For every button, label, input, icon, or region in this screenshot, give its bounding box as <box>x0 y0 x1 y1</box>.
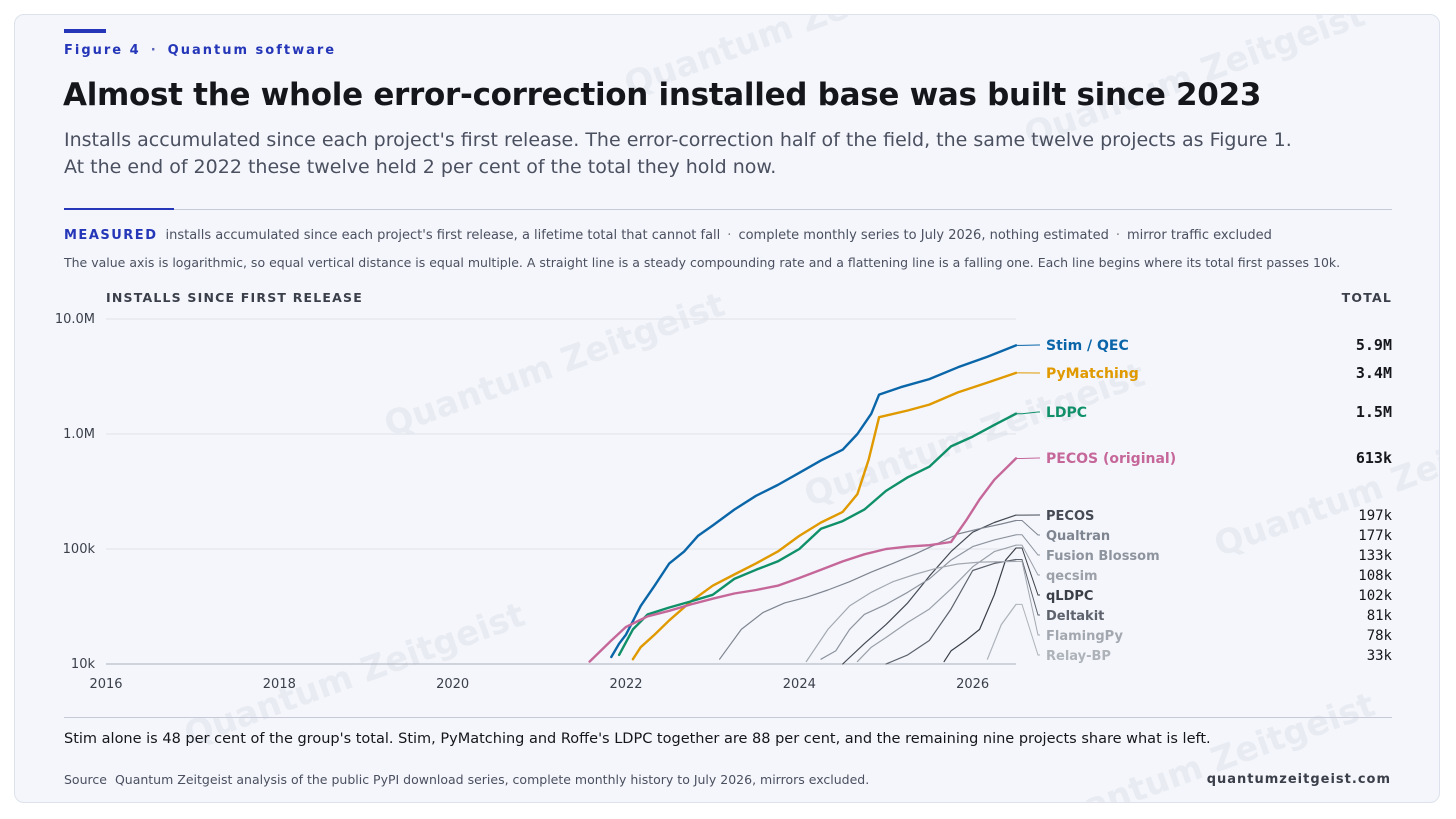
series-label: Stim / QEC <box>1046 338 1129 354</box>
figure-section: Quantum software <box>167 43 337 58</box>
label-connector <box>1016 411 1040 415</box>
series-total: 177k <box>1358 528 1392 544</box>
eyebrow-separator: · <box>150 43 158 58</box>
separator-dot: · <box>727 228 732 243</box>
series-line <box>842 514 1017 665</box>
series-label: FlamingPy <box>1046 629 1123 644</box>
source-text: Quantum Zeitgeist analysis of the public… <box>114 772 870 787</box>
divider <box>64 717 1392 718</box>
label-connector <box>1016 519 1040 536</box>
measured-text: installs accumulated since each project'… <box>165 228 721 243</box>
series-line <box>588 457 1018 663</box>
series-line <box>631 371 1018 661</box>
subtitle-line: At the end of 2022 these twelve held 2 p… <box>64 156 777 178</box>
series-total: 3.4M <box>1356 364 1392 382</box>
scale-note: The value axis is logarithmic, so equal … <box>64 255 1341 270</box>
series-total: 33k <box>1367 648 1393 664</box>
label-connector <box>1016 544 1040 576</box>
site-link[interactable]: quantumzeitgeist.com <box>1206 772 1391 787</box>
series-label: LDPC <box>1046 405 1087 421</box>
accent-rule <box>64 29 106 33</box>
series-label: PyMatching <box>1046 366 1139 382</box>
series-label: Qualtran <box>1046 529 1110 544</box>
measured-line: MEASURED installs accumulated since each … <box>64 228 1272 243</box>
measured-text: complete monthly series to July 2026, no… <box>738 228 1109 243</box>
series-total: 108k <box>1358 568 1392 584</box>
subtitle-line: Installs accumulated since each project'… <box>64 129 1292 151</box>
series-line <box>856 544 1017 663</box>
eyebrow: Figure 4 · Quantum software <box>64 43 336 58</box>
divider <box>64 209 1392 210</box>
y-tick-label: 1.0M <box>63 427 95 442</box>
y-axis-title: INSTALLS SINCE FIRST RELEASE <box>106 290 363 305</box>
series-line <box>719 519 1017 660</box>
total-column-header: TOTAL <box>1342 290 1392 305</box>
label-connector <box>1016 559 1040 616</box>
series-total: 78k <box>1367 628 1393 644</box>
series-label: Deltakit <box>1046 609 1104 624</box>
y-tick-label: 100k <box>63 542 96 557</box>
label-connector <box>1016 534 1040 556</box>
series-total: 613k <box>1356 449 1392 467</box>
source-label: Source <box>64 772 107 787</box>
label-connector <box>1016 560 1040 636</box>
x-tick-label: 2016 <box>89 677 122 692</box>
series-line <box>986 603 1017 660</box>
series-label: Relay-BP <box>1046 649 1111 664</box>
x-tick-label: 2018 <box>263 677 296 692</box>
figure-card: Quantum Zeitgeist Quantum Zeitgeist Quan… <box>14 14 1440 803</box>
series-label: PECOS (original) <box>1046 451 1176 467</box>
page-title: Almost the whole error-correction instal… <box>63 77 1262 113</box>
figure-number: Figure 4 <box>64 43 141 58</box>
series-label: qecsim <box>1046 569 1098 584</box>
label-connector <box>1016 603 1040 656</box>
series-total: 133k <box>1358 548 1392 564</box>
series-line <box>610 344 1018 659</box>
series-total: 102k <box>1358 588 1392 604</box>
source-line: Source Quantum Zeitgeist analysis of the … <box>64 772 869 787</box>
series-line <box>885 558 1017 665</box>
series-total: 197k <box>1358 508 1392 524</box>
series-label: PECOS <box>1046 509 1094 524</box>
x-tick-label: 2022 <box>609 677 642 692</box>
y-tick-label: 10.0M <box>55 312 95 327</box>
label-connector <box>1016 547 1040 596</box>
x-tick-label: 2020 <box>436 677 469 692</box>
measured-tag: MEASURED <box>64 228 158 243</box>
line-chart: INSTALLS SINCE FIRST RELEASE TOTAL 10k 100k… <box>55 290 1393 692</box>
measured-text: mirror traffic excluded <box>1126 228 1272 243</box>
series-label: Fusion Blossom <box>1046 549 1160 564</box>
series-total: 81k <box>1367 608 1393 624</box>
y-tick-label: 10k <box>71 657 96 672</box>
divider-accent <box>64 208 174 210</box>
separator-dot: · <box>1115 228 1120 243</box>
series-total: 1.5M <box>1356 403 1392 421</box>
series-line <box>617 412 1018 657</box>
x-tick-label: 2026 <box>956 677 989 692</box>
series-line <box>805 560 1017 663</box>
series-label: qLDPC <box>1046 589 1093 604</box>
series-total: 5.9M <box>1356 336 1392 354</box>
takeaway: Stim alone is 48 per cent of the group's… <box>64 731 1211 747</box>
subtitle: Installs accumulated since each project'… <box>64 127 1364 181</box>
series-line <box>820 534 1017 660</box>
series-line <box>943 547 1017 663</box>
x-tick-label: 2024 <box>783 677 816 692</box>
